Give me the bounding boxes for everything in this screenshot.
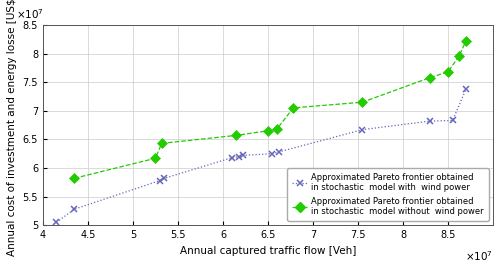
Y-axis label: Annual cost of investment and energy losse [US$]: Annual cost of investment and energy los… [7,0,17,256]
Text: $\times10^7$: $\times10^7$ [465,249,493,263]
Legend: Approximated Pareto frontier obtained
in stochastic  model with  wind power, App: Approximated Pareto frontier obtained in… [287,168,489,221]
Text: $\times10^7$: $\times10^7$ [16,7,44,21]
X-axis label: Annual captured traffic flow [Veh]: Annual captured traffic flow [Veh] [180,246,356,256]
